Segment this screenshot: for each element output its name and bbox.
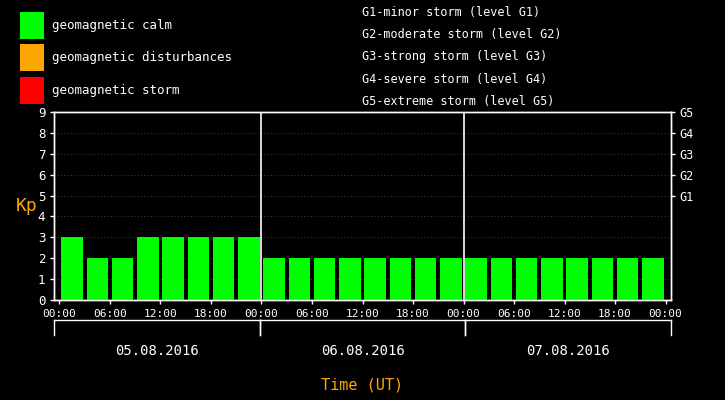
Bar [86,258,108,300]
Bar [62,237,83,300]
Text: G1-minor storm (level G1): G1-minor storm (level G1) [362,6,541,19]
Bar [465,258,487,300]
Bar [389,258,411,300]
Bar [112,258,133,300]
Text: 06.08.2016: 06.08.2016 [320,344,405,358]
Bar [415,258,436,300]
Bar [516,258,537,300]
Bar [238,237,260,300]
Text: G5-extreme storm (level G5): G5-extreme storm (level G5) [362,95,555,108]
Text: G2-moderate storm (level G2): G2-moderate storm (level G2) [362,28,562,41]
Y-axis label: Kp: Kp [16,197,38,215]
Bar [162,237,184,300]
Bar [314,258,336,300]
Text: geomagnetic storm: geomagnetic storm [52,84,180,97]
Text: geomagnetic disturbances: geomagnetic disturbances [52,52,232,64]
Bar [491,258,512,300]
Bar [541,258,563,300]
Bar [642,258,663,300]
Text: Time (UT): Time (UT) [321,377,404,392]
Bar [365,258,386,300]
Text: G4-severe storm (level G4): G4-severe storm (level G4) [362,72,548,86]
Bar [137,237,159,300]
Bar [617,258,639,300]
Bar [339,258,360,300]
Bar [213,237,234,300]
Bar [20,44,44,71]
Bar [592,258,613,300]
Bar [20,12,44,39]
Bar [263,258,285,300]
Text: 07.08.2016: 07.08.2016 [526,344,610,358]
Bar [440,258,462,300]
Bar [188,237,209,300]
Bar [20,77,44,104]
Text: geomagnetic calm: geomagnetic calm [52,19,173,32]
Bar [566,258,588,300]
Text: 05.08.2016: 05.08.2016 [115,344,199,358]
Text: G3-strong storm (level G3): G3-strong storm (level G3) [362,50,548,64]
Bar [289,258,310,300]
